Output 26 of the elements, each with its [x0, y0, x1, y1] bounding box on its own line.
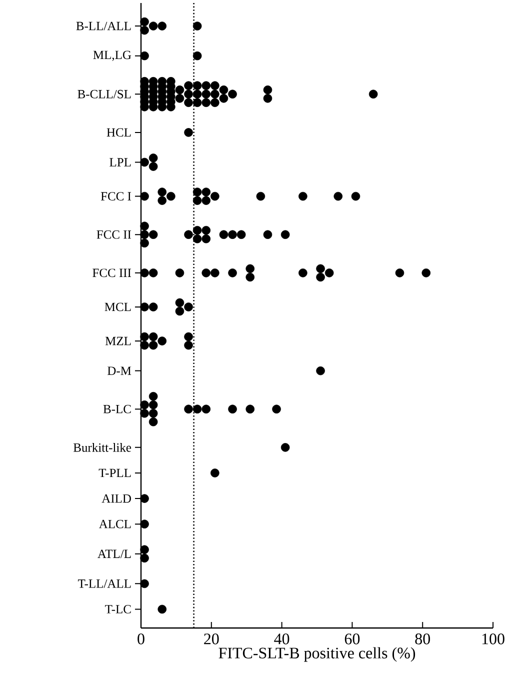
y-tick-label: MCL — [104, 302, 131, 312]
x-tick-label: 80 — [415, 634, 430, 644]
y-tick-label: ATL/L — [98, 550, 131, 558]
y-tick-label: AILD — [102, 494, 131, 503]
y-tick-label: B-LL/ALL — [76, 22, 131, 30]
y-tick-label: D-M — [108, 366, 132, 375]
y-tick-label: B-LC — [103, 404, 131, 414]
x-tick-label: 0 — [138, 634, 144, 644]
x-tick-label: 100 — [482, 634, 504, 644]
y-tick-label: ALCL — [98, 520, 131, 528]
y-tick-label: HCL — [106, 128, 131, 137]
y-tick-label: T-LL/ALL — [78, 579, 131, 588]
x-tick-label: 20 — [204, 634, 219, 644]
y-tick-label: T-LC — [105, 605, 131, 614]
y-tick-label: B-CLL/SL — [78, 90, 131, 98]
y-tick-label: FCC III — [92, 268, 132, 278]
x-tick-label: 60 — [344, 634, 360, 644]
y-tick-label: LPL — [110, 158, 131, 166]
y-tick-label: FCC I — [100, 192, 132, 200]
y-tick-label: Burkitt-like — [74, 443, 132, 452]
x-tick-label: 40 — [274, 634, 290, 644]
x-axis-title: FITC-SLT-B positive cells (%) — [218, 647, 416, 662]
y-tick-label: ML,LG — [93, 50, 132, 61]
y-tick-label: MZL — [105, 336, 131, 346]
y-tick-label: T-PLL — [98, 468, 131, 478]
y-tick-label: FCC II — [96, 230, 132, 239]
